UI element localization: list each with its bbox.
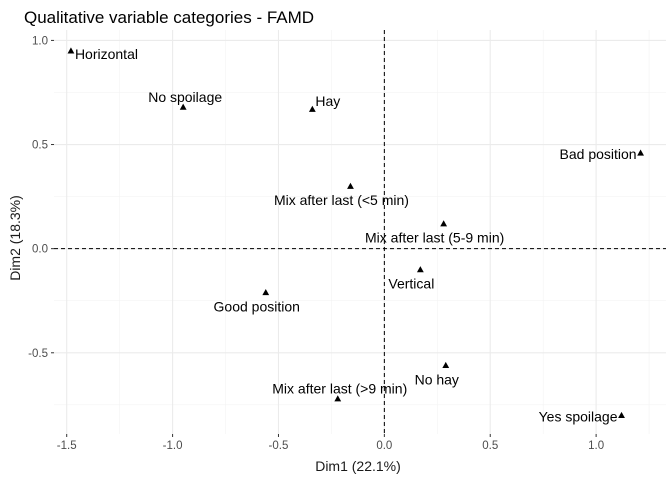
data-point-triangle: [637, 149, 644, 156]
x-axis-title: Dim1 (22.1%): [315, 458, 401, 474]
y-tick-label: 1.0: [32, 35, 48, 47]
data-point-triangle: [67, 47, 75, 54]
x-tick-label: -1.0: [163, 440, 183, 452]
data-point-triangle: [440, 220, 448, 227]
data-point-triangle: [618, 411, 625, 418]
point-label: No hay: [415, 371, 459, 387]
point-label: Hay: [315, 93, 340, 109]
x-tick-label: 0.0: [376, 440, 392, 452]
y-axis-title: Dim2 (18.3%): [7, 195, 23, 281]
x-tick-label: 0.5: [482, 440, 498, 452]
point-label: Bad position: [560, 146, 637, 162]
point-label: No spoilage: [148, 89, 222, 105]
data-point-triangle: [262, 288, 270, 296]
point-label: Mix after last (5-9 min): [365, 230, 504, 246]
x-tick-label: -0.5: [269, 440, 289, 452]
y-tick-label: -0.5: [28, 348, 48, 360]
data-point-triangle: [179, 103, 187, 110]
point-label: Good position: [214, 298, 300, 314]
data-point-triangle: [416, 266, 424, 273]
point-labels: Horizontal No spoilage Hay Bad position Mix …: [75, 46, 637, 424]
reference-lines: [54, 30, 666, 434]
data-point-triangle: [334, 395, 342, 402]
data-point-triangle: [308, 105, 316, 112]
point-label: Horizontal: [75, 46, 138, 62]
data-point-triangle: [347, 182, 354, 189]
data-point-triangle: [442, 361, 450, 368]
x-tick-label: -1.5: [57, 440, 77, 452]
y-axis-ticks: -0.5 0.0 0.5 1.0: [28, 35, 54, 360]
chart-title: Qualitative variable categories - FAMD: [24, 8, 314, 27]
grid: [54, 30, 666, 434]
data-points: [67, 47, 644, 418]
x-axis-ticks: -1.5 -1.0 -0.5 0.0 0.5 1.0: [57, 434, 604, 452]
point-label: Yes spoilage: [539, 408, 618, 424]
point-label: Mix after last (<5 min): [274, 192, 409, 208]
x-tick-label: 1.0: [588, 440, 604, 452]
y-tick-label: 0.0: [32, 244, 48, 256]
point-label: Mix after last (>9 min): [272, 381, 407, 397]
y-tick-label: 0.5: [32, 140, 48, 152]
point-label: Vertical: [388, 275, 434, 291]
